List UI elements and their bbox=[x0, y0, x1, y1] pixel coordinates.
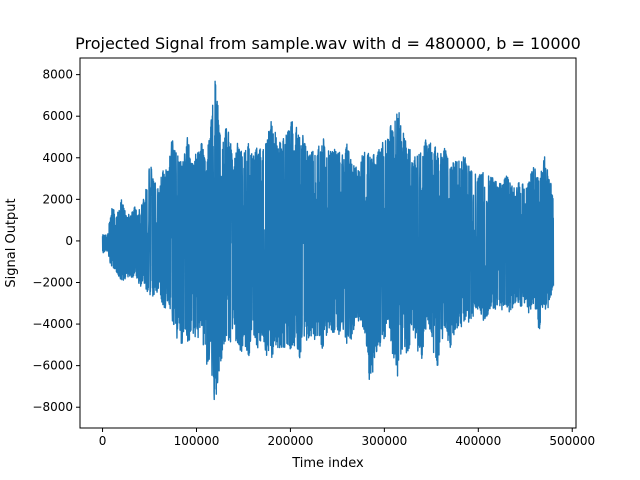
y-axis: −8000 −6000 −4000 −2000 0 2000 4000 6000 8000 bbox=[32, 68, 80, 414]
series-line bbox=[101, 80, 555, 401]
y-tick-label: 8000 bbox=[42, 68, 73, 82]
x-tick-label: 100000 bbox=[174, 434, 220, 448]
x-tick-label: 400000 bbox=[455, 434, 501, 448]
y-tick-label: −8000 bbox=[32, 400, 73, 414]
chart-title: Projected Signal from sample.wav with d … bbox=[75, 34, 581, 53]
y-tick-label: −4000 bbox=[32, 317, 73, 331]
y-tick-label: 4000 bbox=[42, 151, 73, 165]
y-tick-label: −6000 bbox=[32, 359, 73, 373]
x-tick-label: 0 bbox=[99, 434, 107, 448]
x-tick-label: 200000 bbox=[268, 434, 314, 448]
y-tick-label: 2000 bbox=[42, 192, 73, 206]
y-axis-label: Signal Output bbox=[4, 198, 19, 287]
y-tick-label: 0 bbox=[65, 234, 73, 248]
x-tick-label: 500000 bbox=[549, 434, 595, 448]
y-tick-label: 6000 bbox=[42, 109, 73, 123]
x-axis: 0 100000 200000 300000 400000 500000 bbox=[99, 428, 595, 448]
x-tick-label: 300000 bbox=[361, 434, 407, 448]
y-tick-label: −2000 bbox=[32, 275, 73, 289]
plot-area bbox=[101, 80, 555, 401]
plot-frame bbox=[79, 57, 577, 429]
x-axis-label: Time index bbox=[291, 456, 364, 471]
